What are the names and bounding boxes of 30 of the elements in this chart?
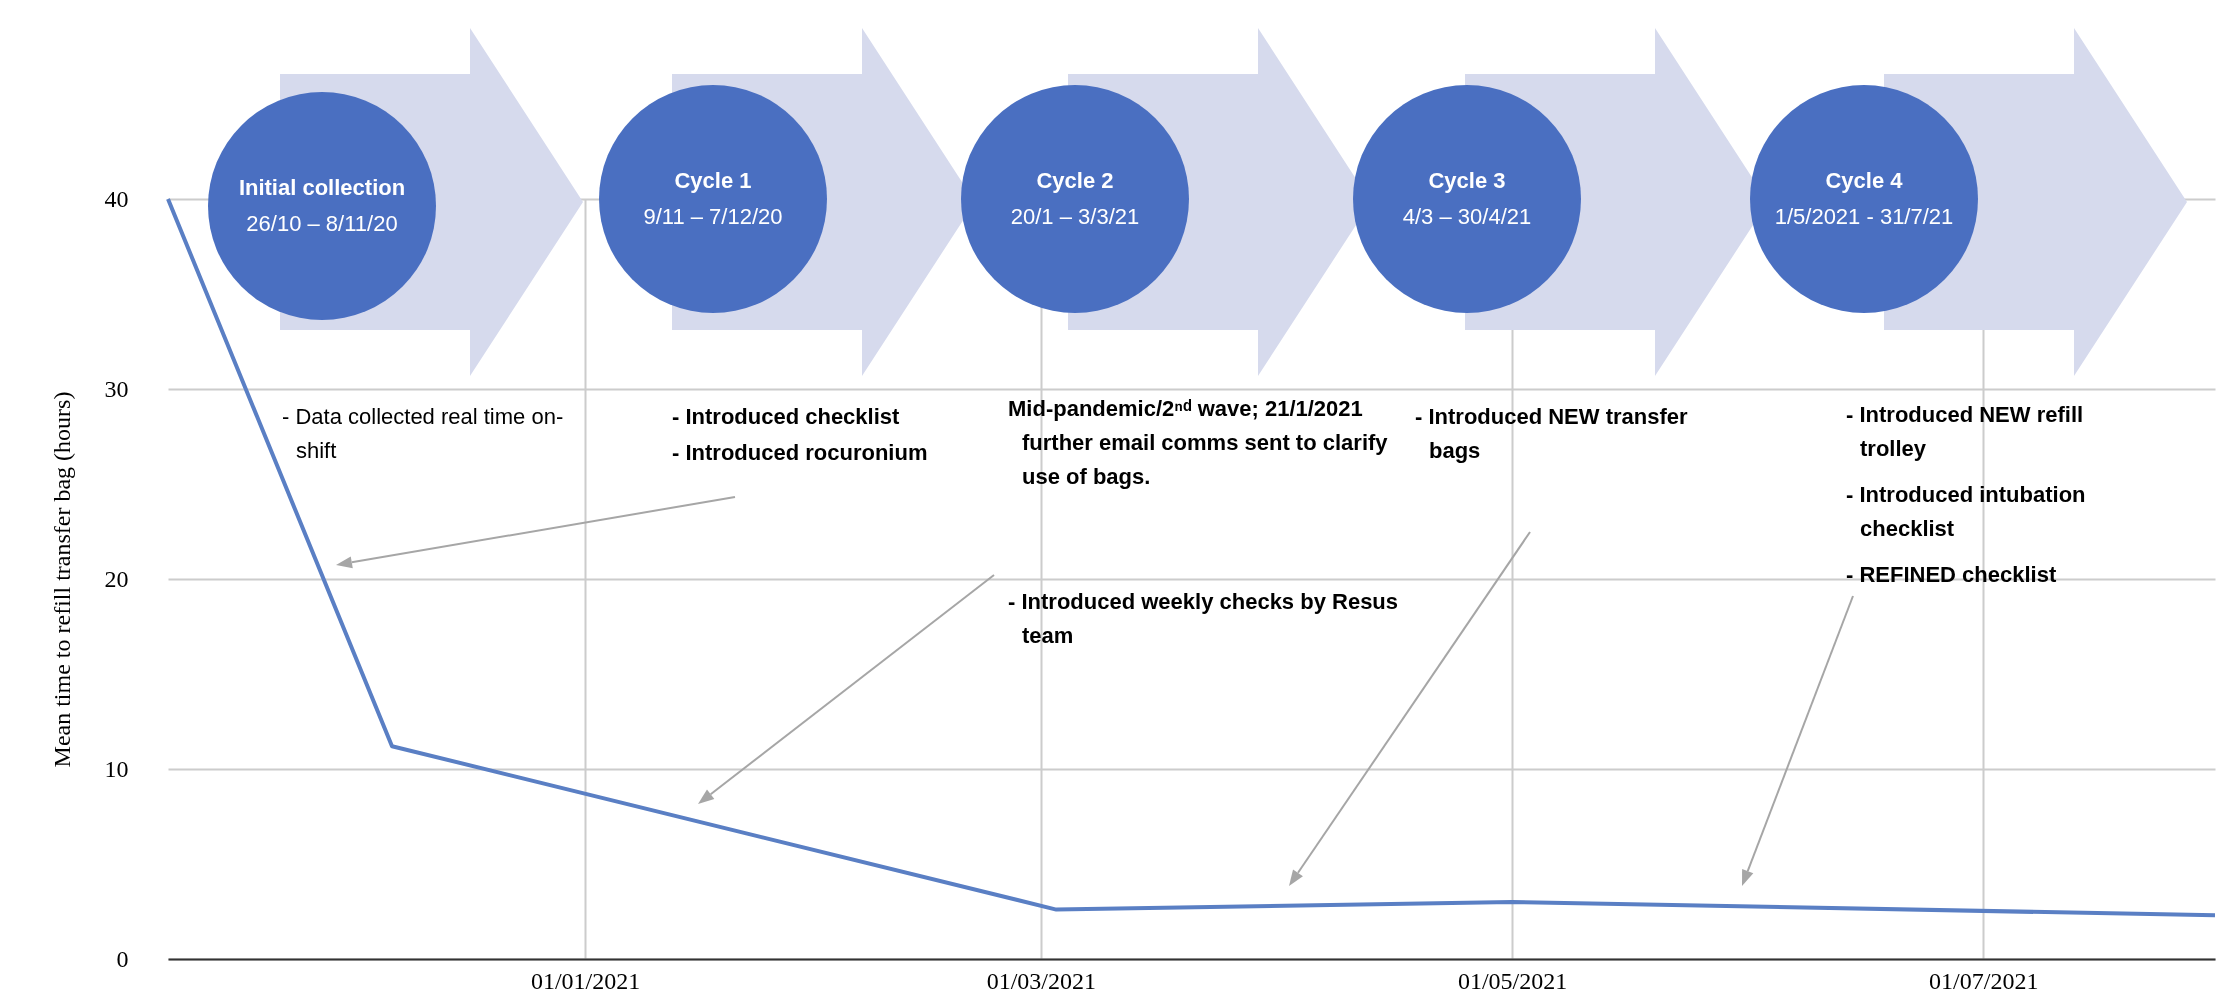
x-tick-label: 01/07/2021	[1929, 967, 2039, 994]
annotation: 26/10 – 8/11/20	[246, 210, 398, 238]
x-tick-label: 01/05/2021	[1457, 967, 1568, 994]
annotation: 4/3 – 30/4/21	[1402, 203, 1532, 231]
y-tick-label: 20	[104, 565, 129, 592]
annotation: - Introduced NEW transfer bags	[1415, 403, 1689, 465]
annotation: - Introduced NEW refill trolley	[1846, 401, 2085, 463]
x-tick-label: 01/01/2021	[530, 967, 641, 994]
y-tick-label: 0	[116, 945, 129, 972]
annotation: - Data collected real time on-shift	[282, 403, 565, 465]
annotation: - Introduced rocuronium	[672, 439, 929, 467]
annotation: - Introduced intubation checklist	[1846, 481, 2087, 543]
y-axis-title: Mean time to refill transfer bag (hours)	[48, 391, 75, 768]
text: Cycle 2	[1036, 167, 1114, 195]
text: Cycle 1	[674, 167, 752, 195]
annotation: - Introduced checklist	[672, 403, 901, 431]
y-tick-label: 30	[104, 375, 129, 402]
text: Cycle 3	[1428, 167, 1506, 195]
annotation: - REFINED checklist	[1846, 561, 2058, 589]
y-tick-label: 10	[104, 755, 129, 782]
annotation: Initial collection	[238, 174, 406, 202]
y-tick-label: 40	[104, 185, 129, 212]
annotation: 20/1 – 3/3/21	[1010, 203, 1140, 231]
annotation: 1/5/2021 - 31/7/21	[1774, 203, 1954, 231]
x-tick-label: 01/03/2021	[986, 967, 1097, 994]
line-series	[166, 197, 2217, 918]
text: Cycle 4	[1825, 167, 1903, 195]
annotation: 9/11 – 7/12/20	[643, 203, 783, 231]
annotation: - Introduced weekly checks by Resus team	[1008, 588, 1400, 650]
annotation: Mid-pandemic/2ⁿᵈ wave; 21/1/2021 further email comms sent to clarify use of bags.	[1008, 396, 1388, 489]
